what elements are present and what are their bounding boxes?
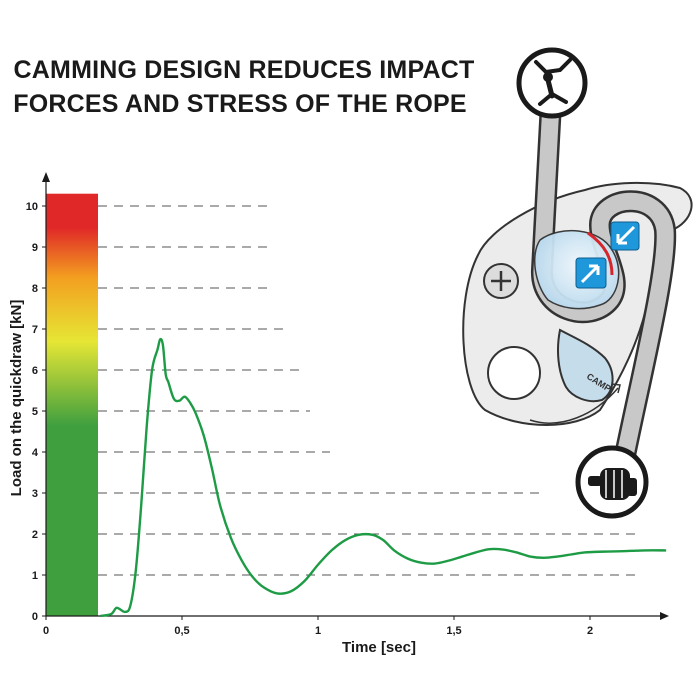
chart-title-line-2: FORCES AND STRESS OF THE ROPE <box>13 90 467 118</box>
y-tick-label-2: 2 <box>32 529 38 541</box>
x-tick-label-4: 2 <box>587 625 593 637</box>
x-tick-label-2: 1 <box>315 625 321 637</box>
y-tick-label-1: 1 <box>32 570 38 582</box>
load-color-bar <box>46 193 98 616</box>
rope-pinch-highlight <box>587 231 614 276</box>
x-tick-label-0: 0 <box>43 625 49 637</box>
y-tick-label-4: 4 <box>32 447 39 459</box>
device-hole <box>487 346 541 400</box>
x-tick-label-1: 0,5 <box>174 625 189 637</box>
y-axis-arrow <box>42 172 50 182</box>
y-tick-label-3: 3 <box>32 488 38 500</box>
chart-title-line-1: CAMMING DESIGN REDUCES IMPACT <box>13 56 475 84</box>
axes <box>42 172 669 620</box>
y-tick-label-7: 7 <box>32 324 38 336</box>
load-color-bar-group <box>46 193 98 616</box>
rope <box>533 76 674 479</box>
x-axis-title: Time [sec] <box>342 639 416 656</box>
series-line-0 <box>100 337 667 618</box>
y-tick-label-9: 9 <box>32 242 38 254</box>
x-axis-arrow <box>660 612 669 620</box>
x-tick-label-3: 1,5 <box>446 625 461 637</box>
y-tick-label-6: 6 <box>32 365 38 377</box>
y-axis-title: Load on the quickdraw [kN] <box>8 300 25 497</box>
rotation-arrow <box>529 387 619 424</box>
grid-lines <box>98 205 640 576</box>
cam-lever <box>557 328 614 403</box>
rotation-arrow-head <box>611 383 621 394</box>
series-group <box>100 337 667 618</box>
y-tick-label-0: 0 <box>32 611 38 623</box>
y-tick-label-5: 5 <box>32 406 38 418</box>
climber-icon <box>516 47 588 119</box>
belay-device-illustration: CAMP <box>462 47 693 519</box>
pinch-arrow-icon <box>575 221 640 289</box>
y-tick-label-10: 10 <box>26 201 38 213</box>
hand-grip-icon <box>575 445 649 519</box>
tick-labels: 0 1 2 3 4 5 6 7 8 9 10 0 0,5 1 1,5 2 <box>26 201 593 637</box>
y-tick-label-8: 8 <box>32 283 38 295</box>
pivot-screw-cross <box>491 271 511 291</box>
